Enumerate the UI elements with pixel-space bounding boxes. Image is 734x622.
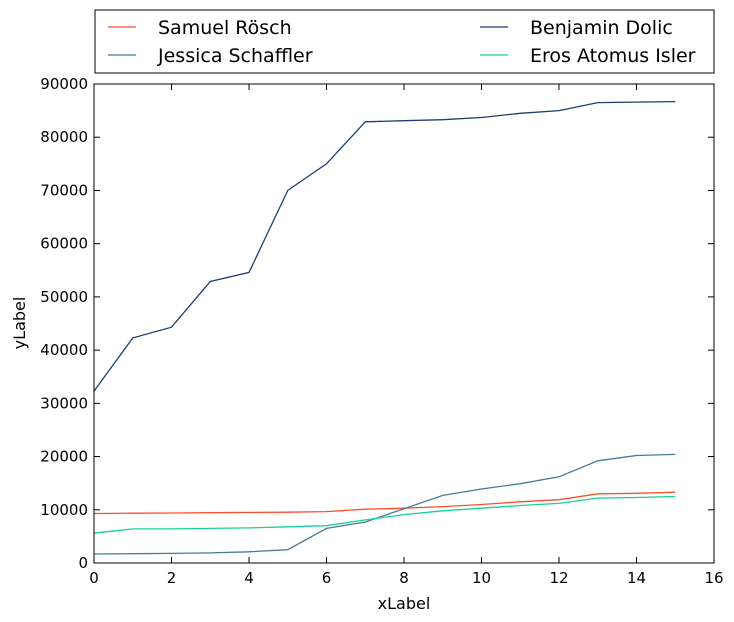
series-line-3: [93, 495, 676, 534]
x-tick-label: 6: [322, 569, 332, 587]
series-line-2: [93, 453, 676, 555]
y-tick-label: 40000: [40, 341, 88, 359]
legend-label: Jessica Schaffler: [157, 45, 313, 67]
y-tick-label: 30000: [40, 394, 88, 412]
legend-item-1: Benjamin Dolic: [480, 17, 673, 39]
legend-box: [94, 9, 715, 74]
x-tick-label: 16: [704, 569, 723, 587]
legend-label: Samuel Rösch: [158, 17, 292, 39]
series-layer: [93, 100, 676, 555]
y-tick-label: 20000: [40, 448, 88, 466]
x-tick-label: 12: [549, 569, 568, 587]
legend: Samuel Rösch Benjamin Dolic Jessica Schaff…: [94, 9, 715, 74]
x-tick-label: 4: [244, 569, 254, 587]
y-tick-label: 50000: [40, 288, 88, 306]
y-tick-label: 10000: [40, 501, 88, 519]
x-tick-label: 2: [167, 569, 177, 587]
y-tick-label: 80000: [40, 128, 88, 146]
legend-item-0: Samuel Rösch: [108, 17, 292, 39]
plot-frame: [93, 83, 715, 564]
legend-items: Samuel Rösch Benjamin Dolic Jessica Schaff…: [108, 17, 696, 67]
legend-item-2: Jessica Schaffler: [108, 45, 313, 67]
y-axis-title: yLabel: [10, 297, 29, 350]
x-tick-label: 8: [399, 569, 409, 587]
ticks-layer: 0 2 4 6 8 10 12 14 16 0 10000 20000 30000 40000 50000 6…: [40, 75, 723, 587]
x-tick-label: 0: [89, 569, 99, 587]
y-tick-label: 70000: [40, 181, 88, 199]
legend-label: Eros Atomus Isler: [530, 45, 696, 67]
series-line-1: [93, 100, 676, 392]
legend-item-3: Eros Atomus Isler: [480, 45, 696, 67]
y-tick-label: 60000: [40, 235, 88, 253]
legend-label: Benjamin Dolic: [530, 17, 673, 39]
y-tick-label: 90000: [40, 75, 88, 93]
x-tick-label: 10: [472, 569, 491, 587]
series-line-0: [93, 491, 676, 515]
y-tick-label: 0: [78, 554, 88, 572]
x-axis-title: xLabel: [378, 594, 431, 613]
x-tick-label: 14: [627, 569, 646, 587]
